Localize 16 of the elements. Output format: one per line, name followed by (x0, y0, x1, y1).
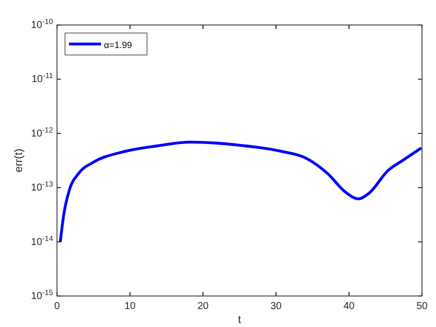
y-tick-label: 10$^{-10}$ (31, 16, 53, 31)
x-tick-label: 30 (270, 301, 282, 312)
legend-label: α=1.99 (104, 40, 132, 50)
x-tick-label: 20 (197, 301, 209, 312)
x-axis-title: t (238, 314, 242, 326)
x-tick-label: 10 (124, 301, 136, 312)
y-axis-title: err(t) (13, 148, 25, 172)
y-tick-label: 10$^{-11}$ (32, 70, 53, 86)
y-tick-label: 10$^{-13}$ (31, 179, 53, 194)
x-tick-label: 0 (54, 301, 60, 312)
line-series (58, 140, 423, 244)
y-tick-label: 10$^{-15}$ (31, 288, 53, 302)
y-tick-label: 10$^{-12}$ (31, 124, 53, 140)
y-tick-label: 10$^{-14}$ (31, 233, 53, 248)
x-tick-label: 50 (416, 301, 428, 312)
x-tick-label: 40 (343, 301, 355, 312)
